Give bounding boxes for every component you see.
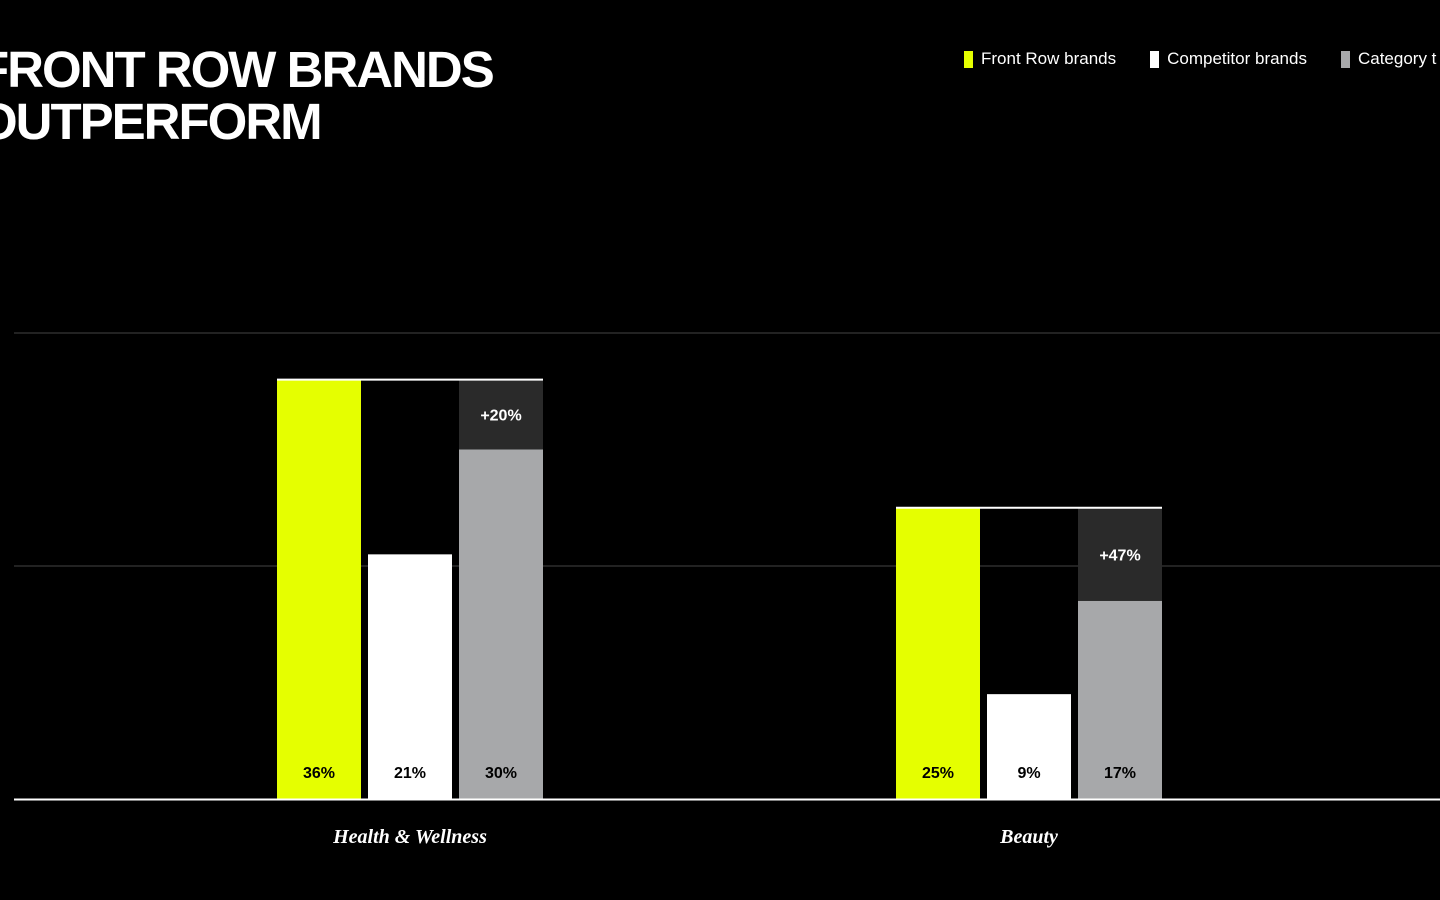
bar-3-1 bbox=[459, 449, 543, 799]
chart-title-line-2: OUTPERFORM bbox=[0, 93, 323, 150]
bar-1-2 bbox=[896, 507, 980, 799]
uplift-label-2: +47% bbox=[1099, 547, 1140, 564]
legend-label-front-row: Front Row brands bbox=[981, 49, 1117, 68]
chart-legend: Front Row brands Competitor brands Categ… bbox=[964, 49, 1440, 69]
bar-value-label-2-1: 21% bbox=[394, 765, 426, 782]
uplift-block-2 bbox=[1078, 507, 1162, 601]
category-label-1: Health & Wellness bbox=[332, 826, 487, 848]
bar-value-label-1-1: 36% bbox=[303, 765, 335, 782]
legend-label-competitor: Competitor brands bbox=[1167, 49, 1307, 68]
legend-swatch-competitor bbox=[1150, 50, 1160, 68]
uplift-block-1 bbox=[459, 379, 543, 450]
category-label-2: Beauty bbox=[999, 826, 1058, 848]
bar-value-label-3-1: 30% bbox=[485, 765, 517, 782]
legend-item-category: Category t bbox=[1340, 49, 1437, 69]
bar-value-label-2-2: 9% bbox=[1017, 765, 1040, 782]
legend-swatch-front-row bbox=[964, 50, 973, 68]
bar-value-label-1-2: 25% bbox=[922, 765, 954, 782]
legend-item-competitor: Competitor brands bbox=[1150, 49, 1307, 69]
bar-3-2 bbox=[1078, 600, 1162, 799]
bar-2-1 bbox=[368, 554, 452, 799]
bar-value-label-3-2: 17% bbox=[1104, 765, 1136, 782]
legend-label-category: Category t bbox=[1357, 49, 1437, 68]
legend-item-front-row: Front Row brands bbox=[964, 49, 1116, 69]
chart-title-line-1: FRONT ROW BRANDS bbox=[0, 41, 495, 98]
legend-swatch-category bbox=[1340, 50, 1350, 68]
bar-2-2 bbox=[987, 694, 1071, 799]
bar-1-1 bbox=[277, 379, 361, 799]
chart-title: FRONT ROW BRANDS OUTPERFORM bbox=[0, 41, 495, 150]
uplift-label-1: +20% bbox=[480, 408, 521, 425]
